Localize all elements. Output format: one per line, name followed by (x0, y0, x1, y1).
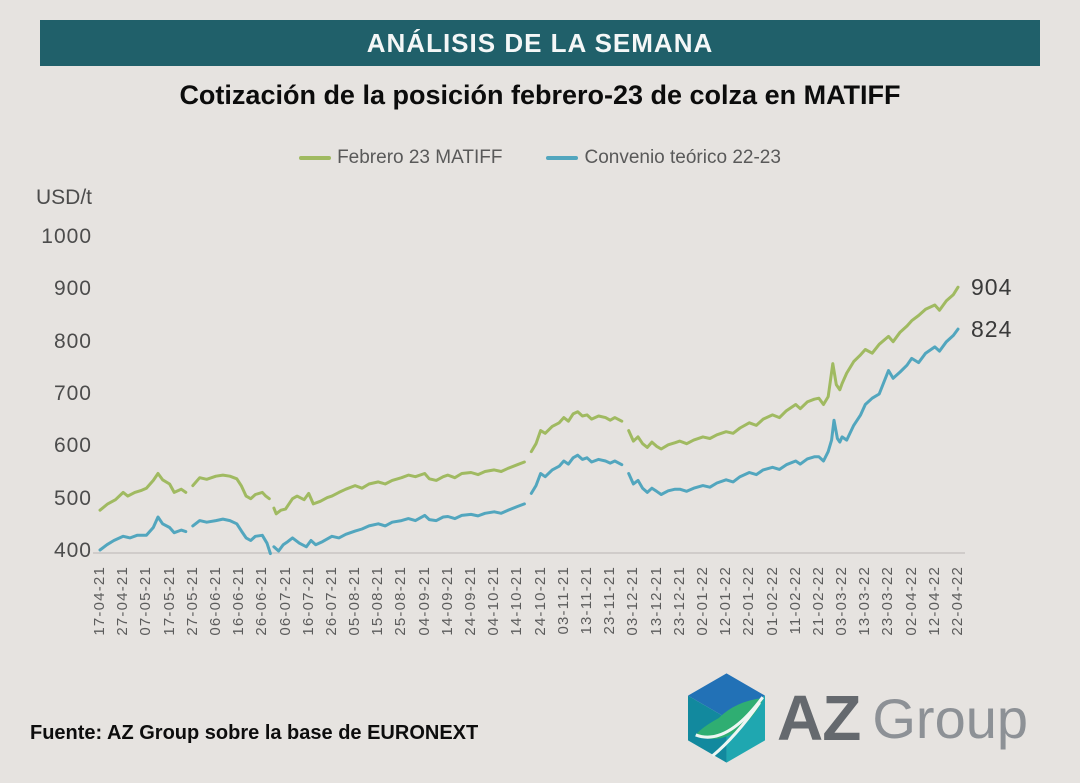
x-tick-label: 03-12-21 (624, 566, 642, 636)
legend-label: Convenio teórico 22-23 (584, 147, 781, 168)
azgroup-logo-icon (688, 673, 766, 763)
x-tick-label: 12-01-22 (717, 566, 735, 636)
legend-item-convenio-teorico: Convenio teórico 22-23 (546, 147, 781, 169)
series-line (627, 327, 960, 496)
x-tick-label: 21-02-22 (809, 566, 827, 636)
x-tick-label: 12-04-22 (925, 566, 943, 636)
x-tick-label: 14-10-21 (508, 566, 526, 636)
x-tick-label: 13-11-21 (577, 566, 595, 635)
banner-title: ANÁLISIS DE LA SEMANA (366, 27, 714, 58)
y-tick-label: 500 (53, 486, 92, 510)
logo-group-text: Group (872, 686, 1028, 750)
x-tick-label: 23-12-21 (670, 566, 688, 636)
x-tick-label: 22-04-22 (949, 566, 967, 636)
x-tick-label: 17-05-21 (160, 566, 178, 636)
series-line (272, 460, 526, 516)
x-tick-label: 17-04-21 (91, 566, 108, 636)
green-line-swatch-icon (299, 156, 332, 160)
y-tick-label: 800 (53, 329, 92, 353)
banner: ANÁLISIS DE LA SEMANA (40, 20, 1040, 66)
blue-line-swatch-icon (546, 156, 579, 160)
series-line (529, 410, 624, 454)
x-tick-label: 16-07-21 (299, 566, 317, 636)
x-tick-label: 15-08-21 (369, 566, 387, 636)
x-tick-label: 25-08-21 (392, 566, 410, 636)
x-tick-label: 27-05-21 (183, 566, 201, 636)
y-tick-label: 700 (53, 382, 92, 405)
x-tick-label: 11-02-22 (786, 566, 804, 635)
x-tick-label: 24-09-21 (462, 566, 480, 636)
legend-item-febrero-23-matiff: Febrero 23 MATIFF (299, 147, 502, 169)
x-tick-label: 02-04-22 (902, 566, 920, 636)
legend-label: Febrero 23 MATIFF (337, 147, 503, 168)
x-tick-label: 23-03-22 (879, 566, 897, 636)
x-tick-label: 22-01-22 (740, 566, 758, 636)
series-line (191, 473, 271, 501)
y-tick-label: 400 (53, 539, 92, 562)
x-tick-label: 14-09-21 (438, 566, 456, 636)
y-axis-unit-label: USD/t (36, 186, 93, 209)
series-line (627, 285, 960, 451)
x-tick-label: 02-01-22 (693, 566, 711, 636)
y-tick-label: 900 (53, 277, 92, 301)
x-tick-label: 23-11-21 (601, 566, 619, 635)
series-end-value-label: 904 (971, 274, 1013, 301)
series-end-value-label: 824 (971, 316, 1013, 343)
source-note: Fuente: AZ Group sobre la base de EURONE… (30, 722, 479, 744)
page-title: Cotización de la posición febrero-23 de … (179, 80, 901, 110)
legend: Febrero 23 MATIFF Convenio teórico 22-23 (0, 143, 1080, 173)
series-line (191, 517, 272, 556)
x-tick-label: 27-04-21 (114, 566, 132, 636)
azgroup-logo: AZ Group (688, 658, 1028, 778)
series-line (98, 515, 188, 552)
x-tick-label: 16-06-21 (230, 566, 248, 636)
x-tick-label: 26-07-21 (322, 566, 340, 636)
x-tick-label: 04-09-21 (415, 566, 433, 636)
x-tick-label: 07-05-21 (137, 566, 155, 636)
x-tick-label: 05-08-21 (346, 566, 364, 636)
series-line (272, 502, 526, 553)
x-tick-label: 03-11-21 (554, 566, 572, 635)
logo-az-text: AZ (777, 682, 861, 754)
x-tick-label: 13-12-21 (647, 566, 665, 636)
x-tick-label: 06-07-21 (276, 566, 294, 636)
x-tick-label: 06-06-21 (206, 566, 224, 636)
y-tick-label: 1000 (41, 225, 92, 248)
series-line (529, 453, 624, 495)
x-tick-label: 03-03-22 (833, 566, 851, 636)
x-tick-label: 04-10-21 (485, 566, 503, 636)
x-tick-label: 01-02-22 (763, 566, 781, 636)
series-line (98, 472, 188, 512)
x-tick-label: 24-10-21 (531, 566, 549, 636)
x-tick-label: 26-06-21 (253, 566, 271, 636)
y-tick-label: 600 (53, 434, 92, 458)
x-tick-label: 13-03-22 (856, 566, 874, 636)
